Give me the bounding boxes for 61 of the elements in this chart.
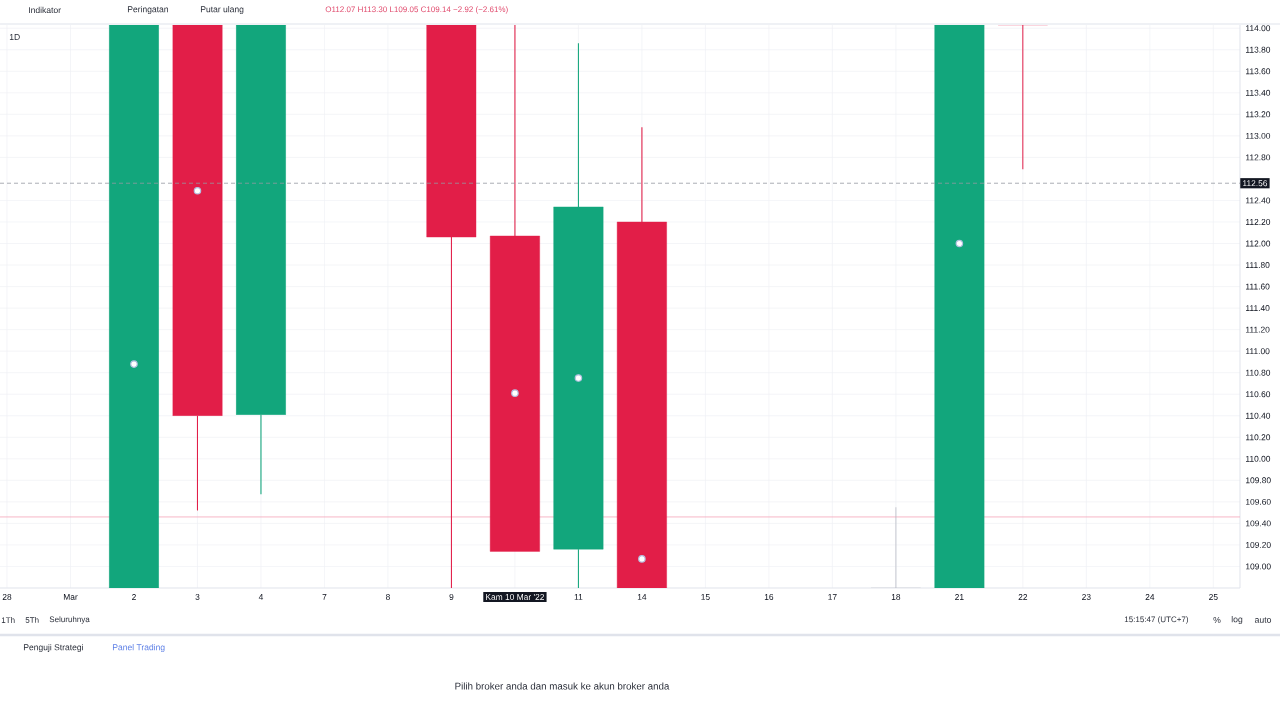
y-tick-label: 110.40 bbox=[1246, 412, 1271, 419]
text: Pilih broker anda dan masuk ke akun broker anda bbox=[455, 682, 670, 690]
y-tick-label: 113.20 bbox=[1246, 111, 1271, 118]
y-tick-label: 113.80 bbox=[1246, 46, 1271, 53]
y-tick-label: 109.60 bbox=[1246, 498, 1271, 505]
y-tick-label: 113.40 bbox=[1246, 89, 1271, 96]
text: Panel Trading bbox=[112, 644, 165, 652]
y-tick-label: 111.40 bbox=[1246, 305, 1270, 312]
x-tick-label: 23 bbox=[1082, 594, 1091, 600]
x-tick-label: 17 bbox=[828, 594, 837, 600]
text: Penguji Strategi bbox=[23, 644, 83, 652]
text: O112.07 H113.30 L109.05 C109.14 −2.92 (−2.61%) bbox=[325, 6, 508, 14]
y-tick-label: 113.60 bbox=[1246, 68, 1271, 75]
x-tick-label: 7 bbox=[322, 594, 327, 600]
x-tick-label: 9 bbox=[449, 594, 454, 600]
y-tick-label: 110.60 bbox=[1246, 391, 1271, 398]
ref-line-label: 112.56 bbox=[1243, 180, 1268, 187]
x-tick-label: 16 bbox=[764, 594, 774, 600]
text: Putar ulang bbox=[200, 6, 244, 14]
y-tick-label: 112.80 bbox=[1246, 154, 1271, 161]
y-tick-label: 110.20 bbox=[1246, 434, 1271, 441]
y-tick-label: 110.00 bbox=[1246, 455, 1271, 462]
x-tick-label: 18 bbox=[891, 594, 901, 600]
y-tick-label: 111.80 bbox=[1246, 262, 1270, 269]
x-tick-label: 14 bbox=[637, 594, 647, 600]
y-tick-label: 112.20 bbox=[1246, 219, 1271, 225]
y-tick-label: 111.20 bbox=[1246, 326, 1270, 333]
text: 5Th bbox=[25, 617, 39, 623]
text: Seluruhnya bbox=[49, 616, 90, 624]
y-tick-label: 112.40 bbox=[1246, 197, 1271, 204]
x-tick-label: Mar bbox=[63, 594, 78, 600]
y-tick-label: 113.00 bbox=[1246, 132, 1271, 139]
text: 1Th bbox=[1, 617, 15, 623]
text: Indikator bbox=[29, 6, 61, 14]
x-tick-label: 11 bbox=[574, 594, 583, 600]
x-tick-label: 2 bbox=[132, 594, 136, 600]
y-tick-label: 111.60 bbox=[1246, 283, 1270, 290]
y-tick-label: 114.00 bbox=[1246, 25, 1271, 32]
x-tick-label: 25 bbox=[1209, 594, 1218, 600]
annotation: 1D bbox=[9, 34, 20, 40]
x-tick-label: 24 bbox=[1145, 594, 1155, 600]
x-tick-label: 4 bbox=[258, 594, 264, 600]
x-tick-label: 21 bbox=[955, 594, 964, 600]
text: log bbox=[1231, 615, 1243, 625]
x-tick-label: 8 bbox=[385, 594, 390, 600]
y-tick-label: 109.40 bbox=[1246, 520, 1271, 527]
y-tick-label: 109.00 bbox=[1246, 563, 1271, 570]
y-tick-label: 110.80 bbox=[1246, 369, 1271, 376]
x-tick-label: 3 bbox=[195, 594, 200, 600]
text: auto bbox=[1254, 617, 1272, 623]
x-tick-label: 15 bbox=[701, 594, 710, 600]
y-tick-label: 112.00 bbox=[1246, 240, 1271, 247]
text: Peringatan bbox=[127, 6, 168, 14]
x-tick-label: Kam 10 Mar '22 bbox=[486, 594, 545, 600]
y-tick-label: 109.80 bbox=[1246, 477, 1271, 484]
y-tick-label: 111.00 bbox=[1246, 348, 1270, 355]
text: % bbox=[1213, 616, 1221, 624]
text: 15:15:47 (UTC+7) bbox=[1124, 616, 1189, 624]
x-tick-label: 22 bbox=[1018, 594, 1028, 600]
x-tick-label: 28 bbox=[2, 594, 12, 600]
y-tick-label: 109.20 bbox=[1246, 541, 1271, 548]
